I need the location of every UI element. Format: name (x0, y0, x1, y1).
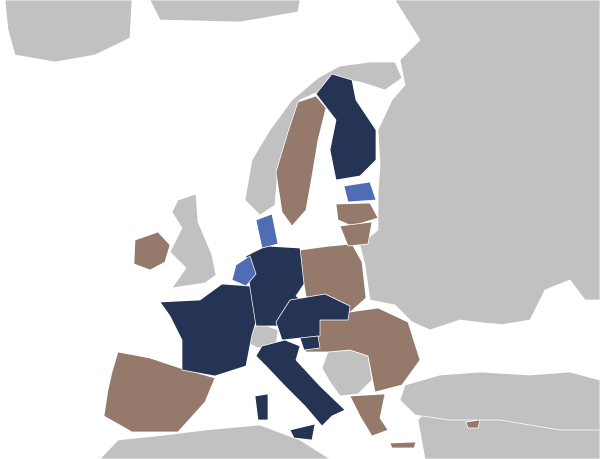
latvia (335, 202, 379, 227)
cyprus (465, 419, 481, 429)
sicily (289, 423, 316, 441)
north-africa (99, 424, 331, 459)
france-belgium (159, 283, 263, 377)
iberia (103, 351, 216, 433)
great-britain (169, 193, 217, 289)
arctic-islands (149, 0, 301, 23)
land-other (4, 0, 600, 459)
italy (255, 339, 346, 427)
ireland (133, 231, 171, 271)
black-sea (424, 323, 540, 367)
medium-countries (231, 181, 377, 287)
turkey (399, 371, 600, 431)
sardinia (254, 393, 269, 421)
denmark (255, 213, 279, 249)
slovenia-croatia-edge (299, 335, 321, 351)
iceland-region (4, 0, 133, 63)
austria-czechia-slovakia (275, 293, 351, 341)
crete (389, 441, 417, 449)
estonia (343, 181, 377, 203)
lithuania (339, 221, 373, 247)
dark-countries (159, 73, 377, 441)
sweden (275, 95, 327, 227)
finland (315, 73, 377, 181)
netherlands (231, 255, 257, 287)
greece (349, 393, 389, 437)
central-eastern (299, 307, 421, 393)
